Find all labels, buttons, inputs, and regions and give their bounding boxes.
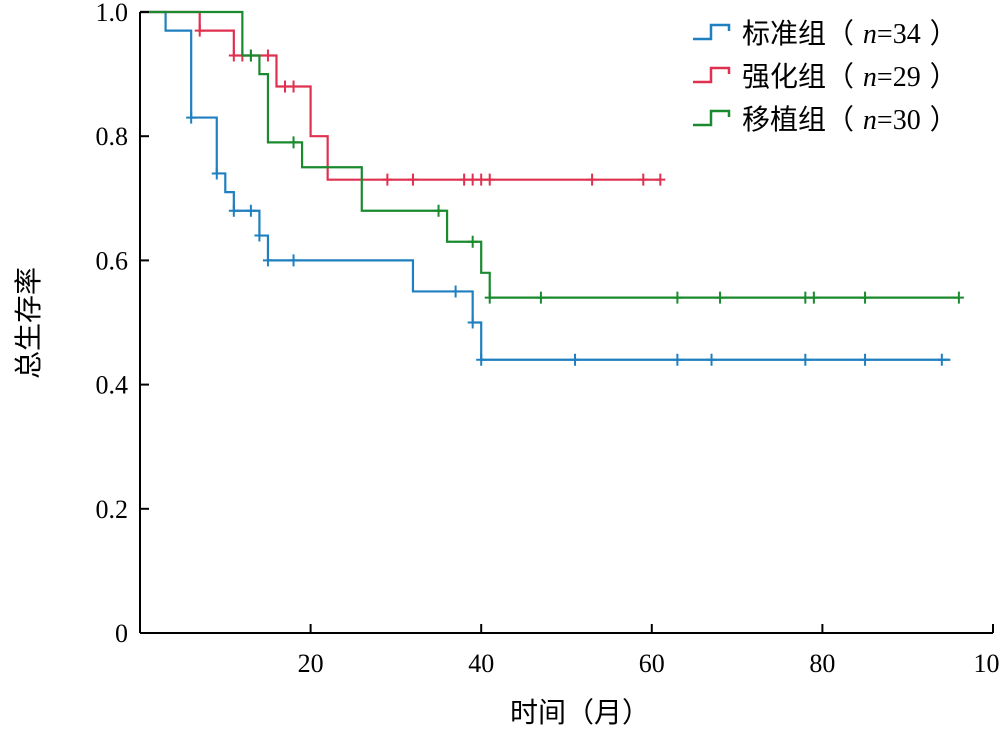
- censor-mark: [407, 173, 418, 186]
- censor-mark: [433, 204, 444, 217]
- censor-mark: [228, 204, 239, 217]
- x-tick-label: 20: [298, 649, 324, 678]
- censor-mark: [228, 49, 239, 62]
- censor-mark: [715, 291, 726, 304]
- censor-mark: [382, 173, 393, 186]
- y-tick-label: 0.8: [96, 122, 129, 151]
- y-tick-label: 0.2: [96, 495, 129, 524]
- censor-mark: [245, 204, 256, 217]
- survival-curve-强化组: [140, 10, 661, 181]
- censor-mark: [467, 235, 478, 248]
- censor-mark: [638, 173, 649, 186]
- y-tick-label: 0.6: [96, 246, 129, 275]
- legend: 标准组（ n=34 ） 强化组（ n=29 ） 移植组（ n=30 ）: [693, 17, 958, 136]
- censor-mark: [860, 353, 871, 366]
- censor-mark: [194, 24, 205, 37]
- censor-mark: [672, 353, 683, 366]
- censor-mark: [672, 291, 683, 304]
- censor-mark: [211, 167, 222, 180]
- legend-item: 标准组（ n=34 ）: [693, 17, 958, 50]
- censor-mark: [288, 136, 299, 149]
- censor-mark: [800, 291, 811, 304]
- censor-mark: [467, 173, 478, 186]
- axes: [139, 12, 993, 634]
- legend-swatch: [693, 109, 731, 127]
- x-tick-label: 80: [809, 649, 835, 678]
- legend-label: 移植组（ n=30 ）: [742, 103, 958, 136]
- x-tick-label: 60: [639, 649, 665, 678]
- censor-mark: [587, 173, 598, 186]
- censor-mark: [484, 291, 495, 304]
- censor-mark: [808, 291, 819, 304]
- censor-mark: [288, 80, 299, 93]
- survival-curve-移植组: [140, 10, 959, 299]
- y-tick-label: 0.4: [96, 371, 129, 400]
- x-tick-label: 100: [974, 649, 1000, 678]
- legend-item: 强化组（ n=29 ）: [693, 60, 958, 93]
- censor-mark: [450, 285, 461, 298]
- y-tick-label: 1.0: [96, 0, 129, 27]
- censor-mark: [288, 254, 299, 267]
- censor-mark: [262, 254, 273, 267]
- censor-mark: [570, 353, 581, 366]
- censor-mark: [476, 353, 487, 366]
- plot-area: [140, 10, 964, 366]
- x-axis-title: 时间（月）: [510, 696, 650, 729]
- x-tick-label: 40: [468, 649, 494, 678]
- legend-swatch: [693, 66, 731, 84]
- ticks: 20 40 60 80 100 0 0.2 0.4 0.6 0.8 1.0: [96, 0, 1000, 678]
- censor-mark: [535, 291, 546, 304]
- censor-mark: [706, 353, 717, 366]
- censor-mark: [484, 173, 495, 186]
- censor-mark: [245, 49, 256, 62]
- censor-mark: [467, 316, 478, 329]
- y-axis-title: 总生存率: [12, 267, 45, 379]
- censor-mark: [936, 353, 947, 366]
- censor-mark: [262, 49, 273, 62]
- censor-mark: [800, 353, 811, 366]
- legend-swatch: [693, 23, 731, 41]
- censor-mark: [459, 173, 470, 186]
- censor-mark: [254, 229, 265, 242]
- legend-label: 标准组（ n=34 ）: [742, 17, 958, 50]
- censor-mark: [186, 111, 197, 124]
- censor-mark: [953, 291, 964, 304]
- censor-mark: [476, 173, 487, 186]
- y-tick-label: 0: [115, 619, 128, 648]
- censor-mark: [860, 291, 871, 304]
- censor-mark: [280, 80, 291, 93]
- legend-item: 移植组（ n=30 ）: [693, 103, 958, 136]
- legend-label: 强化组（ n=29 ）: [742, 60, 958, 93]
- censor-mark: [655, 173, 666, 186]
